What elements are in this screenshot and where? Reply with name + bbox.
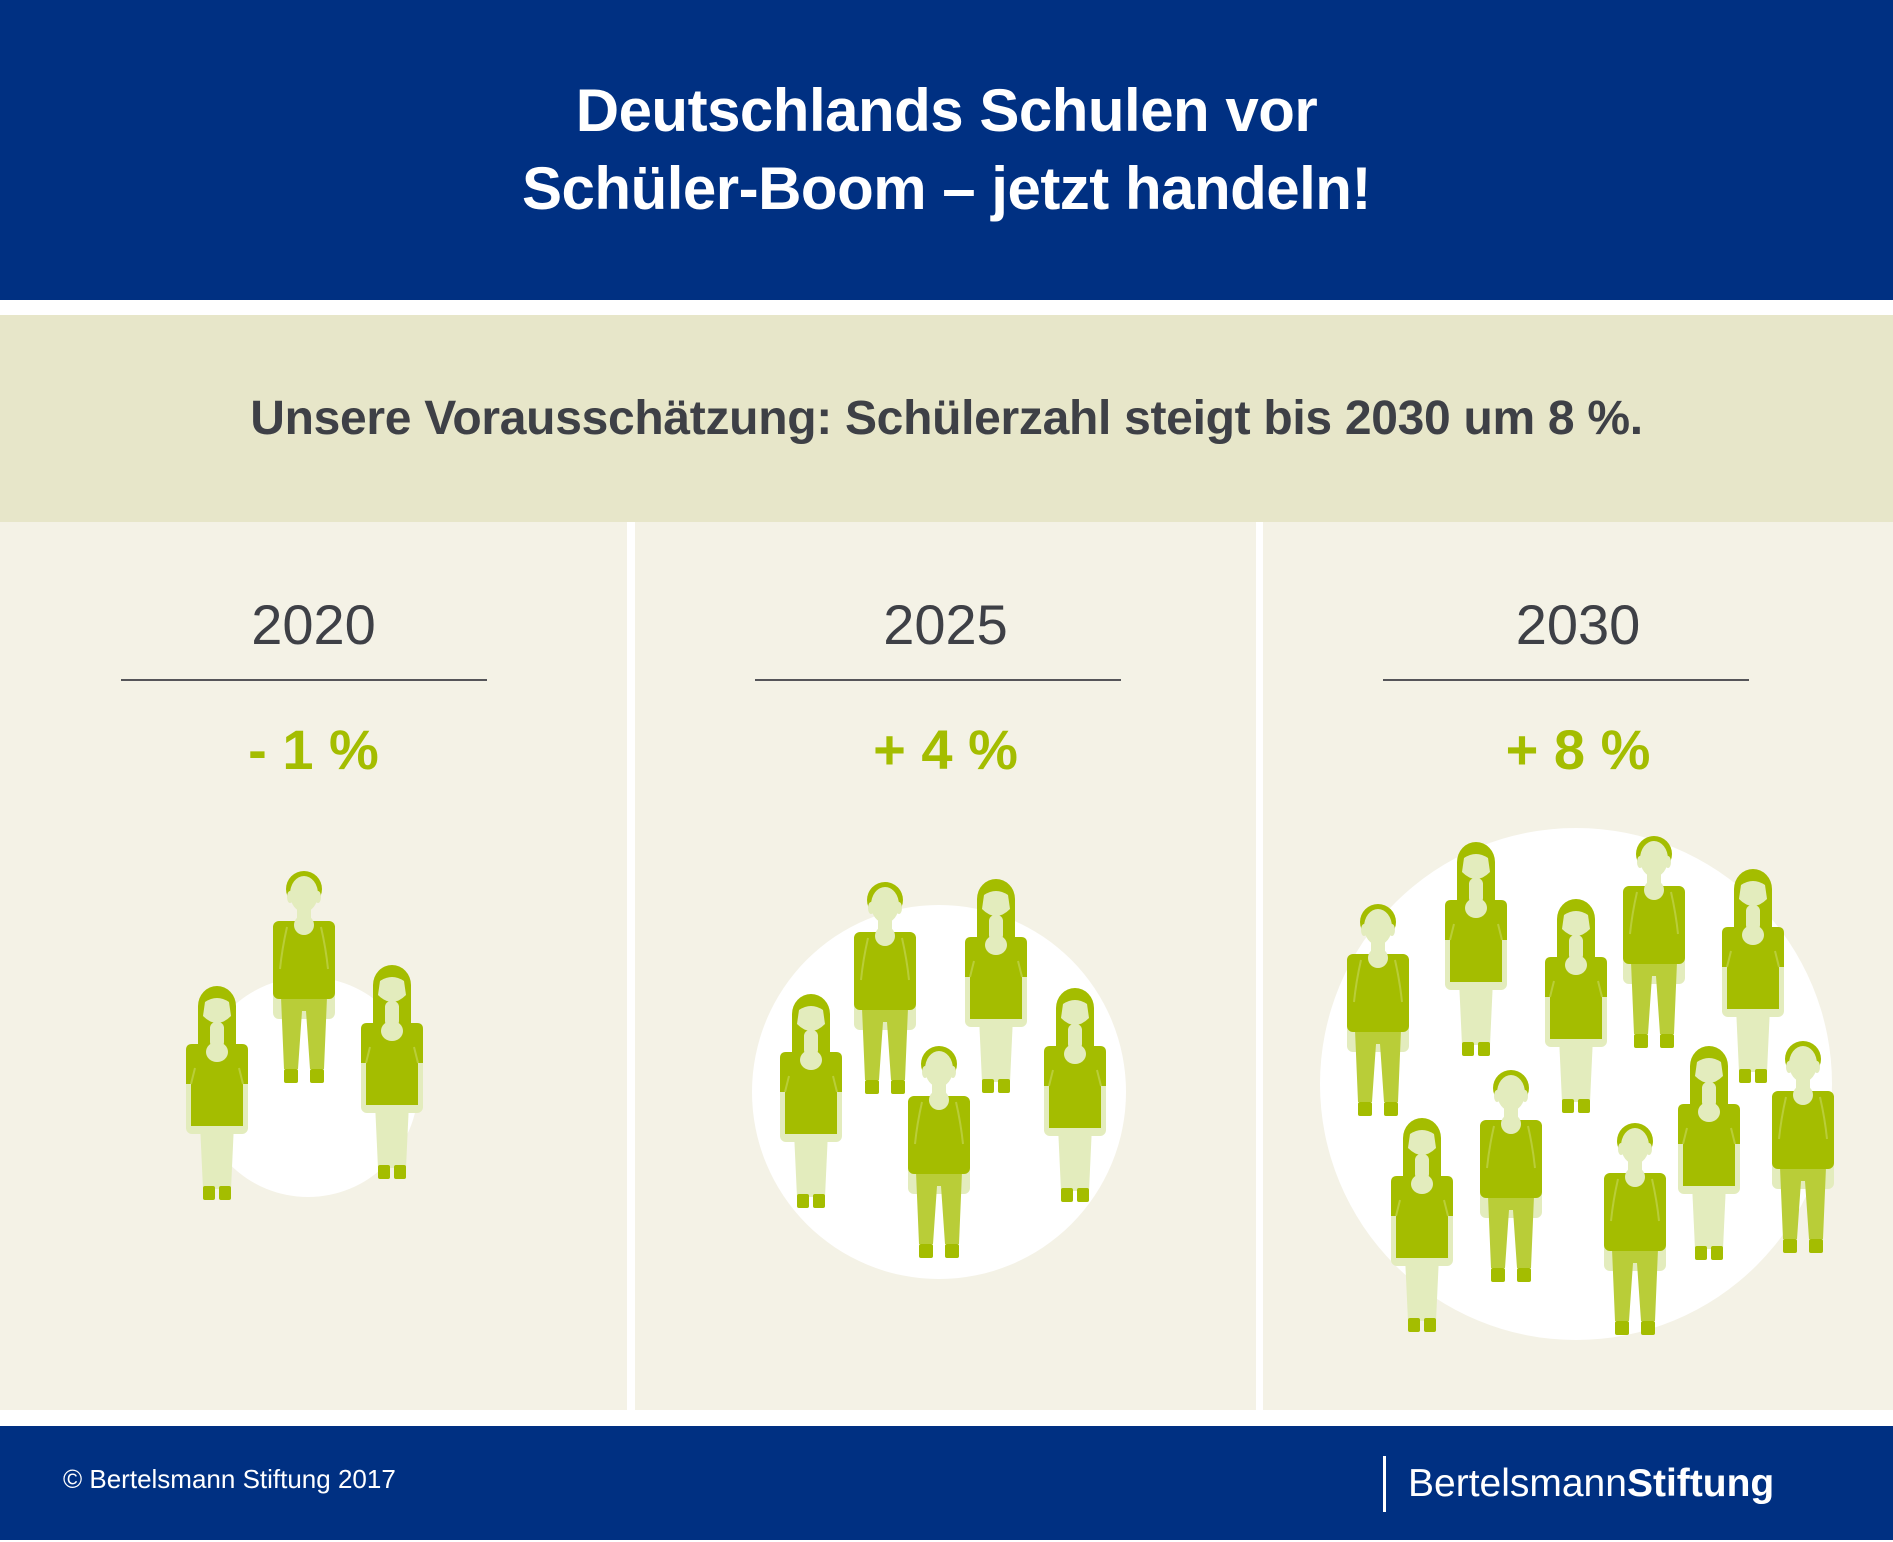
student-girl-icon	[1391, 1118, 1453, 1332]
title-line-1: Deutschlands Schulen vor	[575, 77, 1318, 144]
change-value: + 8 %	[1505, 718, 1651, 781]
student-boy-icon	[1604, 1123, 1666, 1335]
subtitle-band: Unsere Vorausschätzung: Schülerzahl stei…	[0, 315, 1893, 522]
divider-line	[755, 679, 1121, 681]
panel-2025: 2025 + 4 %	[635, 522, 1256, 1410]
year-label: 2030	[1515, 593, 1641, 656]
student-girl-icon	[965, 879, 1027, 1093]
people-illustration-2030	[1320, 828, 1834, 1340]
student-girl-icon	[186, 986, 248, 1200]
divider-line	[121, 679, 487, 681]
student-girl-icon	[1678, 1046, 1740, 1260]
student-girl-icon	[1545, 899, 1607, 1113]
change-value: - 1 %	[248, 718, 379, 781]
panel-2020: 2020 - 1 %	[0, 522, 627, 1410]
student-boy-icon	[1347, 904, 1409, 1116]
title-line-2: Schüler-Boom – jetzt handeln!	[522, 155, 1371, 222]
year-label: 2020	[251, 593, 376, 656]
footer: © Bertelsmann Stiftung 2017 Bertelsmann …	[0, 1426, 1893, 1540]
student-boy-icon	[908, 1046, 970, 1258]
logo-word-stiftung: Stiftung	[1626, 1462, 1775, 1505]
people-illustration-2025	[752, 879, 1126, 1279]
student-boy-icon	[1623, 836, 1685, 1048]
student-boy-icon	[854, 882, 916, 1094]
bertelsmann-logo: Bertelsmann Stiftung	[1383, 1456, 1774, 1512]
year-label: 2025	[883, 593, 1008, 656]
student-girl-icon	[361, 965, 423, 1179]
header-banner: Deutschlands Schulen vor Schüler-Boom – …	[0, 0, 1893, 300]
page-title: Deutschlands Schulen vor Schüler-Boom – …	[522, 72, 1371, 228]
subtitle: Unsere Vorausschätzung: Schülerzahl stei…	[250, 392, 1643, 445]
student-boy-icon	[1772, 1041, 1834, 1253]
student-boy-icon	[273, 871, 335, 1083]
student-girl-icon	[1722, 869, 1784, 1083]
change-value: + 4 %	[873, 718, 1018, 781]
logo-bar	[1383, 1456, 1386, 1512]
student-boy-icon	[1480, 1070, 1542, 1282]
people-illustration-2020	[186, 871, 423, 1200]
student-girl-icon	[1044, 988, 1106, 1202]
divider-line	[1383, 679, 1749, 681]
student-girl-icon	[1445, 842, 1507, 1056]
panel-2030: 2030 + 8 %	[1263, 522, 1893, 1410]
copyright: © Bertelsmann Stiftung 2017	[63, 1464, 396, 1494]
logo-word-bertelsmann: Bertelsmann	[1408, 1462, 1627, 1505]
student-girl-icon	[780, 994, 842, 1208]
